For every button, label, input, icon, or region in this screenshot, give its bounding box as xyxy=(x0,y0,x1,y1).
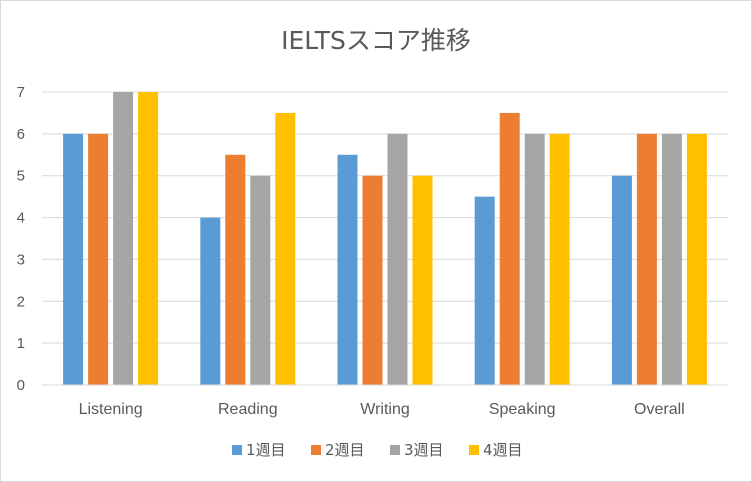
y-tick-label: 2 xyxy=(17,293,25,310)
legend-swatch xyxy=(311,445,321,455)
bar-overall-series-3 xyxy=(661,133,682,385)
x-category-label: Speaking xyxy=(489,401,556,418)
chart-title: IELTSスコア推移 xyxy=(281,26,471,55)
bar-listening-series-3 xyxy=(113,92,134,385)
bar-overall-series-1 xyxy=(611,175,632,385)
legend-swatch xyxy=(469,445,479,455)
y-tick-label: 5 xyxy=(17,168,25,185)
bar-speaking-series-2 xyxy=(499,112,520,385)
bar-speaking-series-3 xyxy=(524,133,545,385)
legend-label: 4週目 xyxy=(483,441,523,459)
legend-label: 3週目 xyxy=(404,441,444,459)
bar-reading-series-4 xyxy=(275,112,296,385)
y-tick-label: 7 xyxy=(17,84,25,101)
bar-writing-series-1 xyxy=(337,154,358,385)
bar-overall-series-4 xyxy=(686,133,707,385)
bars xyxy=(63,92,707,385)
legend: 1週目 2週目 3週目 4週目 xyxy=(232,441,523,459)
bar-reading-series-3 xyxy=(250,175,271,385)
bar-overall-series-2 xyxy=(636,133,657,385)
y-axis-ticks: 0 1 2 3 4 5 6 7 xyxy=(17,84,25,394)
bar-speaking-series-4 xyxy=(549,133,570,385)
legend-label: 1週目 xyxy=(246,441,286,459)
bar-writing-series-2 xyxy=(362,175,383,385)
x-axis-labels: Listening Reading Writing Speaking Overall xyxy=(79,401,685,418)
y-tick-label: 1 xyxy=(17,335,25,352)
bar-speaking-series-1 xyxy=(474,196,495,385)
y-tick-label: 4 xyxy=(17,210,25,227)
bar-writing-series-4 xyxy=(412,175,433,385)
bar-listening-series-2 xyxy=(88,133,109,385)
bar-reading-series-2 xyxy=(225,154,246,385)
y-tick-label: 3 xyxy=(17,251,25,268)
y-tick-label: 0 xyxy=(17,377,25,394)
legend-label: 2週目 xyxy=(325,441,365,459)
x-category-label: Listening xyxy=(79,401,143,418)
x-category-label: Writing xyxy=(360,401,410,418)
y-tick-label: 6 xyxy=(17,126,25,143)
legend-swatch xyxy=(390,445,400,455)
bar-writing-series-3 xyxy=(387,133,408,385)
bar-listening-series-4 xyxy=(138,92,159,385)
bar-reading-series-1 xyxy=(200,217,221,385)
bar-listening-series-1 xyxy=(63,133,84,385)
x-category-label: Overall xyxy=(634,401,685,418)
x-category-label: Reading xyxy=(218,401,278,418)
legend-swatch xyxy=(232,445,242,455)
